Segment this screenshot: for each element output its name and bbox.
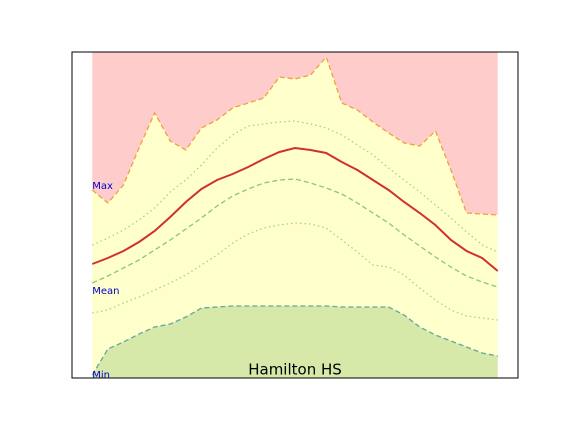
series-line (92, 222, 498, 321)
series-line (91, 55, 498, 216)
area-below (92, 306, 498, 378)
chart-title: Hamilton HS (248, 361, 342, 379)
area-between (92, 57, 498, 375)
series-line (91, 305, 498, 376)
band-label: Max (92, 181, 113, 192)
band-label: Min (92, 370, 110, 381)
plot-area (91, 52, 499, 378)
area-above (92, 52, 498, 215)
series-line (91, 146, 499, 272)
band-label: Mean (92, 286, 119, 297)
plot-frame (71, 51, 519, 379)
series-line (92, 178, 498, 288)
